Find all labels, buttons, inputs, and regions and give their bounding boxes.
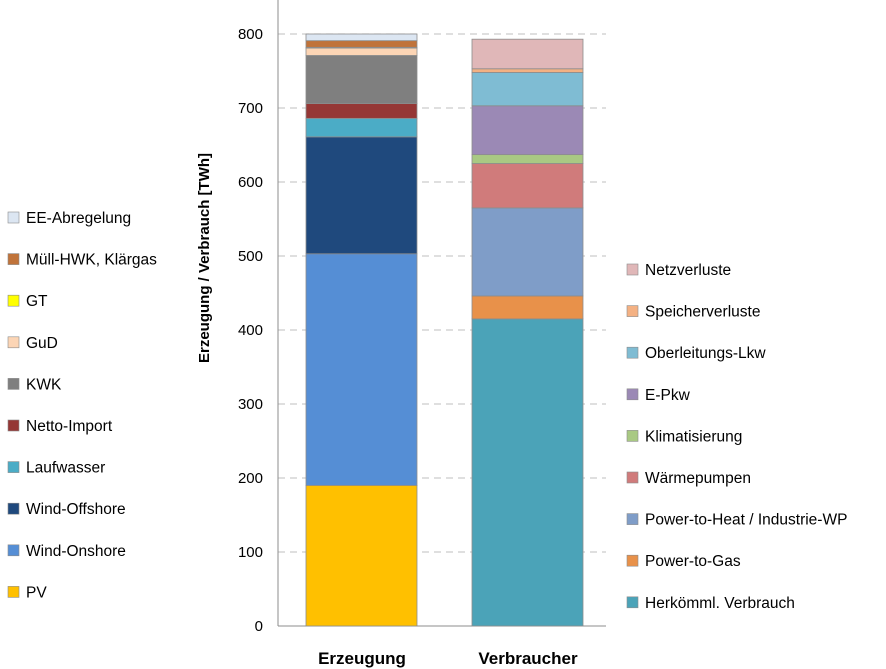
bar-segment [305, 33, 418, 42]
y-tick-label: 0 [255, 618, 263, 635]
legend-label: GT [26, 293, 48, 310]
bar-segment [305, 136, 418, 255]
legend-swatch [7, 336, 20, 349]
y-axis-label: Erzeugung / Verbrauch [TWh] [196, 153, 213, 363]
legend-label: Laufwasser [26, 460, 105, 477]
legend-swatch [7, 253, 20, 265]
legend-label: Oberleitungs-Lkw [645, 345, 766, 362]
legend-swatch [626, 554, 639, 567]
legend-swatch [7, 378, 20, 390]
y-tick-label: 800 [238, 26, 263, 43]
legend-swatch [626, 263, 639, 276]
bar-segment [471, 295, 584, 320]
bar-segment [471, 207, 584, 297]
legend-swatch [626, 305, 639, 317]
legend-swatch [7, 461, 20, 473]
bar-segments [305, 33, 584, 627]
legend-swatch [7, 502, 20, 515]
legend-label: Wärmepumpen [645, 470, 751, 487]
category-label: Verbraucher [478, 649, 578, 668]
legend-label: EE-Abregelung [26, 210, 131, 227]
bar-segment [471, 318, 584, 627]
legend-label: Power-to-Gas [645, 553, 741, 570]
legend-swatch [7, 419, 20, 432]
y-tick-labels: 0 100 200 300 400 500 600 700 800 [238, 26, 263, 635]
y-tick-label: 600 [238, 174, 263, 191]
legend-swatch [7, 544, 20, 557]
legend-label: Müll-HWK, Klärgas [26, 252, 157, 269]
y-tick-label: 200 [238, 470, 263, 487]
legend-swatch [626, 513, 639, 525]
bar-segment [471, 38, 584, 70]
legend-erzeugung: EE-Abregelung Müll-HWK, Klärgas GT GuD KWK Ne… [7, 210, 157, 601]
bar-segment [471, 163, 584, 209]
legend-label: Wind-Onshore [26, 543, 126, 560]
bar-segment [305, 117, 418, 138]
legend-label: E-Pkw [645, 387, 691, 404]
legend-swatch [7, 211, 20, 224]
legend-label: GuD [26, 335, 58, 352]
y-tick-label: 700 [238, 100, 263, 117]
bar-segment [305, 103, 418, 119]
legend-swatch [626, 388, 639, 401]
legend-label: Netzverluste [645, 262, 731, 279]
legend-label: Wind-Offshore [26, 501, 126, 518]
legend-swatch [626, 471, 639, 484]
bar-segment [471, 105, 584, 156]
bar-segment [471, 72, 584, 107]
legend-label: Netto-Import [26, 418, 113, 435]
legend-verbraucher: Netzverluste Speicherverluste Oberleitungs… [626, 262, 847, 612]
legend-label: Klimatisierung [645, 428, 742, 445]
bar-segment [471, 154, 584, 164]
legend-swatch [626, 596, 639, 609]
legend-label: Power-to-Heat / Industrie-WP [645, 512, 847, 529]
bar-segment [305, 40, 418, 48]
legend-swatch [7, 294, 20, 307]
category-labels: Erzeugung Verbraucher [318, 649, 578, 668]
y-tick-label: 400 [238, 322, 263, 339]
category-label: Erzeugung [318, 649, 406, 668]
legend-swatch [626, 346, 639, 359]
bar-segment [305, 484, 418, 627]
legend-label: PV [26, 584, 47, 601]
legend-swatch [626, 430, 639, 442]
y-tick-label: 500 [238, 248, 263, 265]
y-tick-label: 300 [238, 396, 263, 413]
bar-segment [471, 68, 584, 73]
bar-segment [305, 47, 418, 56]
bar-segment [305, 253, 418, 486]
bar-segment [305, 55, 418, 104]
legend-swatch [7, 586, 20, 598]
legend-label: Herkömml. Verbrauch [645, 595, 795, 612]
y-tick-label: 100 [238, 544, 263, 561]
legend-label: KWK [26, 376, 62, 393]
legend-label: Speicherverluste [645, 304, 760, 321]
